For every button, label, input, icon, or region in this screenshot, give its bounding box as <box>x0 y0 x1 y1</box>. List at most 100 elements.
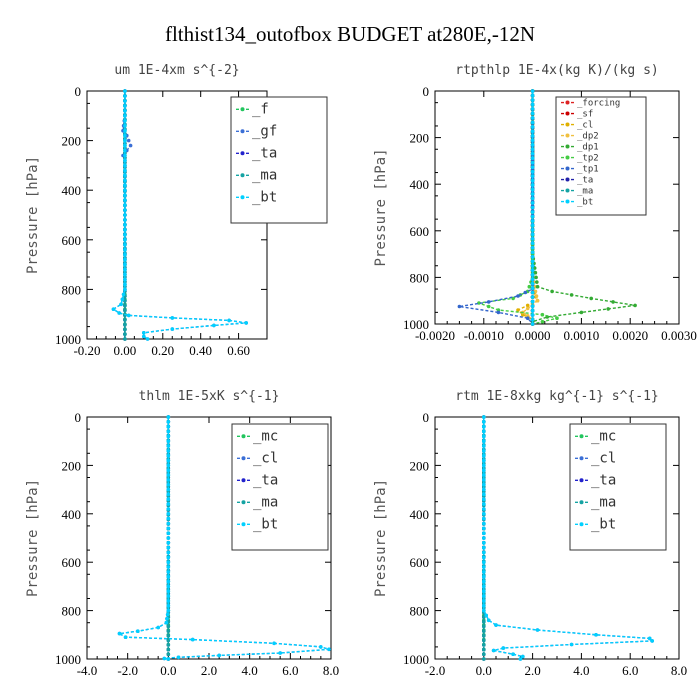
y-axis-label: Pressure [hPa] <box>373 148 389 266</box>
data-point <box>166 574 171 579</box>
data-point <box>278 651 283 655</box>
data-point <box>166 502 171 506</box>
data-point <box>166 531 171 535</box>
data-point <box>123 198 127 202</box>
data-point <box>166 604 171 608</box>
legend-entry: _mc <box>591 429 616 445</box>
data-point <box>482 584 486 589</box>
data-point <box>166 463 171 468</box>
data-point <box>482 570 486 574</box>
data-point <box>482 545 486 550</box>
data-point <box>530 246 535 250</box>
data-point <box>166 473 171 477</box>
y-tick-label: 400 <box>62 507 82 522</box>
data-point <box>166 560 171 564</box>
data-point <box>482 444 486 448</box>
data-point <box>166 624 171 629</box>
panel-title: thlm 1E-5xK s^{-1} <box>139 389 280 404</box>
legend-marker <box>240 173 245 178</box>
legend-entry: _bt <box>577 197 593 207</box>
data-point <box>530 295 535 299</box>
data-point <box>530 286 535 291</box>
data-point <box>579 310 584 315</box>
data-point <box>530 196 535 201</box>
panel-title: rtpthlp 1E-4x(kg K)/(kg s) <box>455 63 659 78</box>
data-point <box>482 624 486 629</box>
data-point <box>123 287 127 292</box>
legend: _mc _cl _ta _ma _bt <box>231 423 329 551</box>
data-point <box>535 280 539 284</box>
data-point <box>530 174 535 178</box>
data-point <box>166 584 171 589</box>
data-point <box>123 163 127 168</box>
legend-marker <box>565 199 570 204</box>
data-point <box>530 143 535 147</box>
data-point <box>166 429 171 434</box>
panel-4: rtm 1E-8xkg kg^{-1} s^{-1} Pressure [hPa]… <box>373 389 687 678</box>
legend-box <box>230 96 328 224</box>
data-point <box>482 657 486 661</box>
data-point <box>535 298 540 303</box>
data-point <box>145 337 150 341</box>
data-point <box>530 241 535 246</box>
series-group <box>117 415 331 661</box>
data-point <box>530 264 535 268</box>
panel-2: rtpthlp 1E-4x(kg K)/(kg s) Pressure [hPa]… <box>373 63 697 343</box>
data-point <box>530 254 535 259</box>
data-point <box>482 550 486 555</box>
data-point <box>166 657 171 661</box>
series-line-dp2 <box>521 91 539 324</box>
data-point <box>530 322 535 326</box>
legend-entry: _dp2 <box>577 131 599 141</box>
legend-marker <box>565 166 570 171</box>
legend-entry: _f <box>252 102 269 118</box>
data-point <box>166 420 171 424</box>
legend-marker <box>579 434 584 439</box>
legend-marker <box>579 456 584 461</box>
data-point <box>530 129 535 134</box>
y-tick-label: 0 <box>75 84 82 99</box>
data-point <box>530 147 535 152</box>
data-point <box>123 303 127 308</box>
data-point <box>647 636 652 641</box>
y-tick-label: 1000 <box>403 317 429 332</box>
data-point <box>501 646 506 650</box>
legend-entry: _gf <box>252 124 277 140</box>
data-point <box>123 318 127 322</box>
data-point <box>482 555 486 560</box>
data-point <box>156 625 160 630</box>
data-point <box>482 497 486 502</box>
data-point <box>166 643 171 647</box>
data-point <box>482 420 486 424</box>
data-point <box>482 608 486 613</box>
data-point <box>123 89 127 93</box>
legend-marker <box>241 456 246 461</box>
data-point <box>166 478 171 482</box>
data-point <box>482 579 486 584</box>
data-point <box>530 192 535 196</box>
data-point <box>123 104 127 108</box>
data-point <box>516 308 520 312</box>
data-point <box>166 439 171 444</box>
x-tick-label: 0.0 <box>476 663 492 678</box>
data-point <box>606 307 610 311</box>
data-point <box>530 205 535 210</box>
legend-entry: _bt <box>591 517 616 533</box>
data-point <box>166 434 171 439</box>
data-point <box>482 560 486 564</box>
data-point <box>482 604 486 608</box>
data-point <box>123 183 127 187</box>
data-point <box>123 327 127 332</box>
data-point <box>457 304 462 309</box>
series-group <box>111 89 248 341</box>
y-tick-label: 400 <box>410 507 430 522</box>
series-line-tp1 <box>459 91 534 325</box>
data-point <box>530 223 535 228</box>
data-point <box>482 516 486 521</box>
data-point <box>123 133 127 138</box>
data-point <box>123 267 127 272</box>
legend-marker <box>565 133 570 138</box>
data-point <box>482 638 486 643</box>
data-point <box>516 294 520 298</box>
